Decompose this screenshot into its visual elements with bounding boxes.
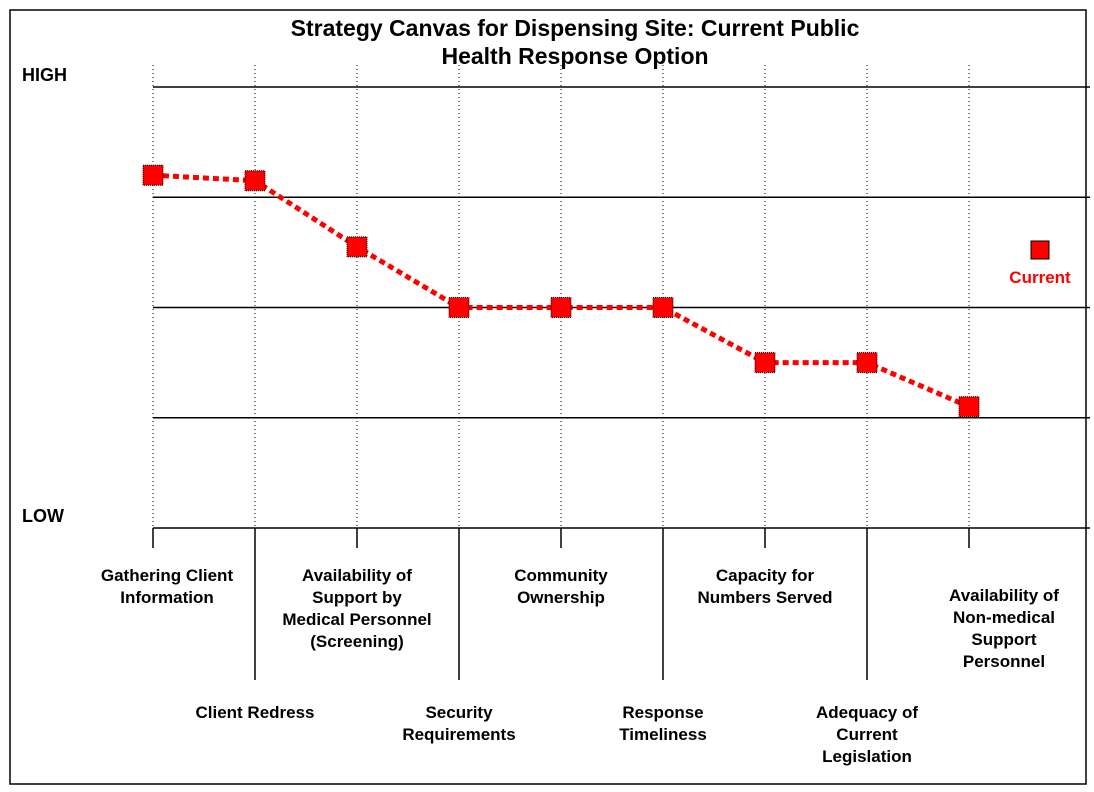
marker	[550, 297, 572, 318]
chart-title: Strategy Canvas for Dispensing Site: Cur…	[290, 15, 860, 69]
x-tick-label: Availability of Non-medical Support Pers…	[949, 586, 1059, 671]
x-tick-label: Gathering Client Information	[100, 566, 234, 607]
marker	[754, 352, 776, 374]
frame	[9, 9, 1087, 785]
x-tick-label: Client Redress	[195, 703, 315, 722]
y-tick-label: LOW	[22, 506, 64, 526]
x-tick-label: Adequacy of Current Legislation	[815, 703, 919, 766]
marker	[346, 236, 368, 258]
x-tick-label: Response Timeliness	[619, 703, 707, 744]
marker	[244, 170, 266, 192]
marker	[856, 352, 878, 374]
marker	[958, 396, 980, 418]
x-tick-label: Availability of Support by Medical Perso…	[282, 566, 432, 651]
marker	[142, 164, 164, 186]
x-tick-label: Community Ownership	[514, 566, 608, 607]
x-tick-label: Capacity for Numbers Served	[697, 566, 833, 607]
legend-marker	[1030, 240, 1050, 260]
marker	[448, 297, 470, 318]
marker	[652, 297, 674, 318]
y-tick-label: HIGH	[22, 65, 67, 85]
legend-label: Current	[1009, 268, 1071, 287]
x-tick-label: Security Requirements	[402, 703, 516, 744]
